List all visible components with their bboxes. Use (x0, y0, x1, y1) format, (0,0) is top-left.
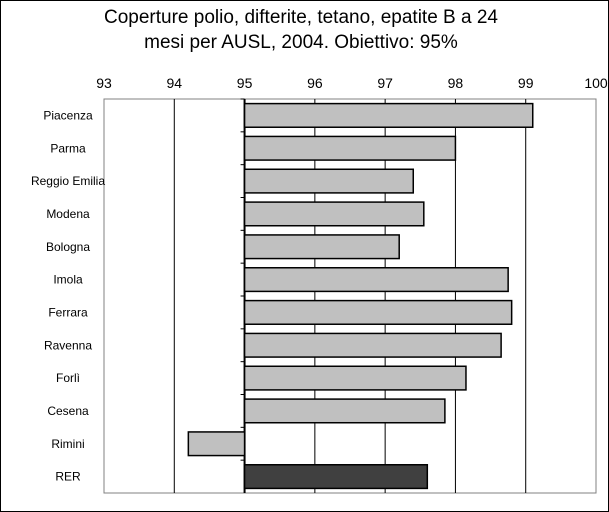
category-label: Ravenna (44, 338, 92, 352)
category-label: Cesena (47, 404, 89, 418)
bar (243, 234, 400, 260)
category-label: Rimini (51, 437, 84, 451)
bar (243, 299, 513, 325)
bar (187, 431, 246, 457)
category-label: Reggio Emilia (31, 174, 105, 188)
category-label: Forlì (56, 371, 80, 385)
category-label: Parma (50, 141, 86, 155)
category-label: Bologna (46, 240, 90, 254)
bar (243, 135, 457, 161)
chart-title-line-1: Coperture polio, difterite, tetano, epat… (104, 7, 498, 28)
chart-title: Coperture polio, difterite, tetano, epat… (61, 5, 541, 55)
category-label: Modena (46, 207, 90, 221)
x-tick-label: 100 (584, 75, 608, 91)
x-tick-label: 96 (307, 75, 323, 91)
x-tick-label: 93 (96, 75, 112, 91)
category-label: Piacenza (43, 108, 93, 122)
bar (243, 267, 509, 293)
bar (243, 102, 534, 128)
category-label: Ferrara (48, 305, 88, 319)
bar (243, 168, 415, 194)
x-tick-label: 99 (518, 75, 534, 91)
x-tick-label: 94 (166, 75, 182, 91)
bar (243, 332, 502, 358)
bar (243, 201, 425, 227)
plot-area (103, 98, 597, 494)
category-label: Imola (53, 273, 83, 287)
category-label: RER (55, 470, 81, 484)
bar (243, 398, 446, 424)
x-tick-label: 95 (237, 75, 253, 91)
x-tick-label: 97 (377, 75, 393, 91)
chart-title-line-2: mesi per AUSL, 2004. Obiettivo: 95% (144, 32, 458, 53)
bar (243, 365, 467, 391)
bar (243, 464, 429, 490)
x-tick-label: 98 (448, 75, 464, 91)
